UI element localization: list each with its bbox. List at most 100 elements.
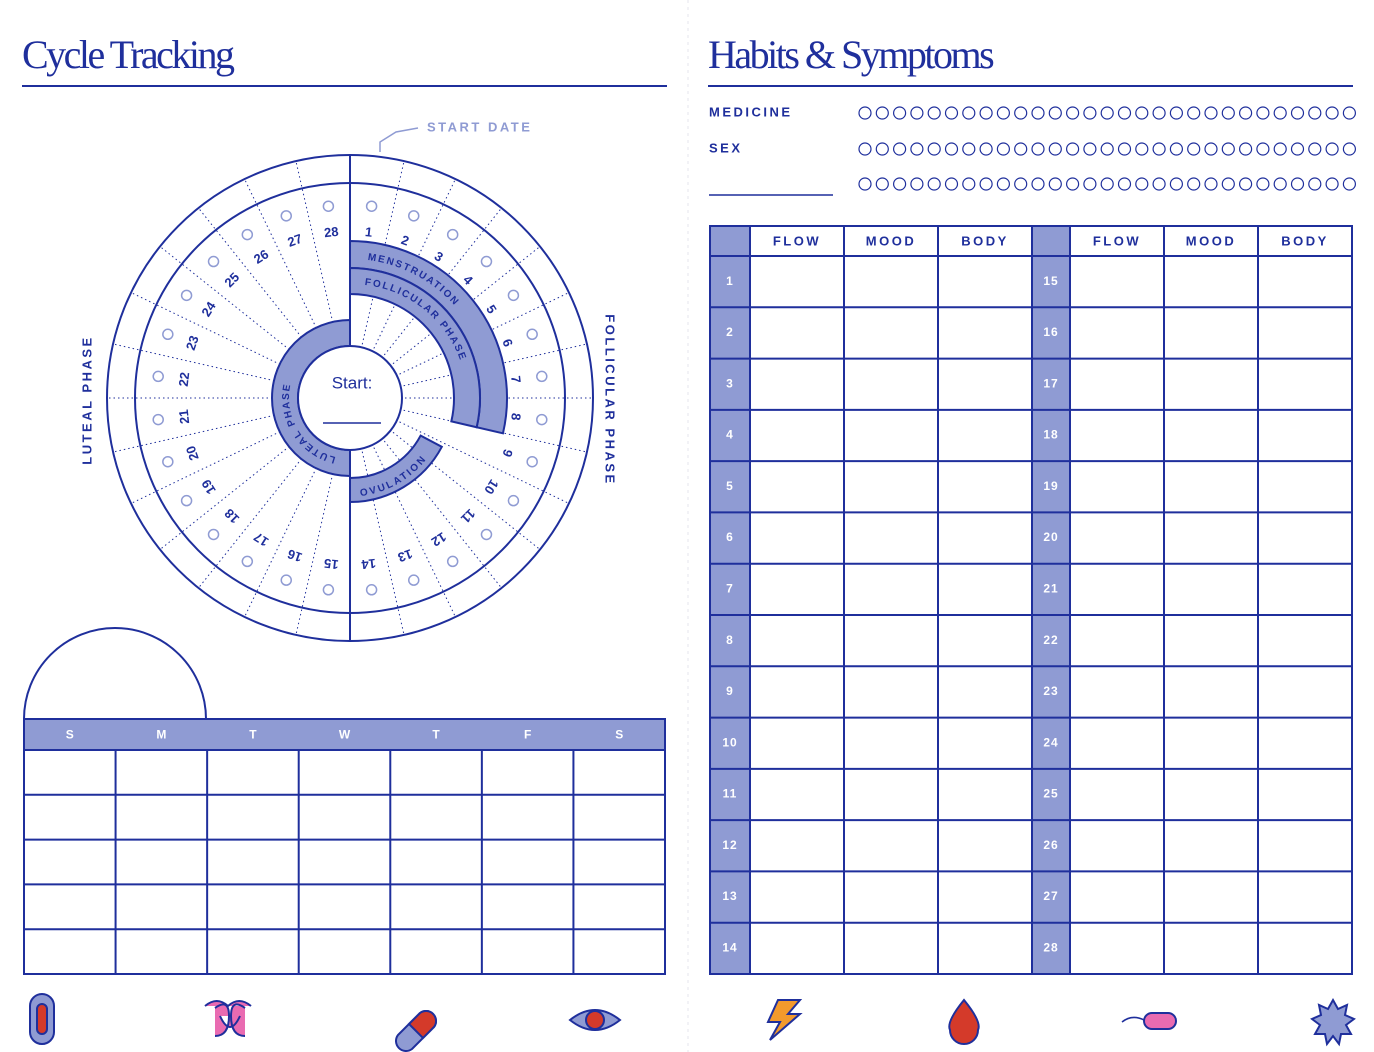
pill-icon [407,1010,437,1040]
day-number: 11 [458,506,478,526]
right-title: Habits & Symptoms [708,32,994,77]
day-number: 17 [251,529,271,549]
habit-checkbox [1014,177,1028,191]
habit-checkbox [1065,177,1080,191]
day-number: 23 [183,334,202,353]
cell-column [937,225,1033,975]
day-checkbox [536,413,548,426]
habit-label: SEX [709,140,743,155]
habit-checkbox [1290,177,1305,191]
habit-checkbox [1290,106,1305,120]
day-number: 18 [221,506,242,527]
habit-checkbox [1100,177,1114,191]
day-checkbox [365,200,378,212]
row-day: 9 [726,684,734,698]
habit-checkbox [1048,106,1062,120]
habit-checkbox [979,106,993,120]
weekday: S [66,728,74,742]
habit-checkbox [1204,106,1218,120]
habit-checkbox [1083,142,1097,156]
row-day: 6 [726,530,734,544]
day-checkbox [507,289,520,302]
day-checkbox [207,255,220,268]
tampon-icon [1121,1016,1145,1023]
column-header: MOOD [1186,233,1236,248]
icons [29,993,1356,1052]
habit-checkbox [1221,177,1235,191]
row-day: 15 [1043,274,1058,288]
uterus-icon [204,1000,252,1037]
habit-checkbox [1187,142,1201,156]
day-checkbox [162,328,174,341]
column-header: BODY [1281,233,1329,248]
pad-icon [36,1003,48,1035]
follicular-band [349,266,481,429]
habit-checkbox [1152,142,1166,156]
day-checkbox [365,584,378,596]
day-checkbox [446,555,459,568]
weekday: F [524,728,531,742]
habit-checkbox [1256,142,1270,156]
habit-checkbox [979,142,993,156]
row-day: 16 [1043,325,1058,339]
habit-checkbox [1117,106,1132,120]
habit-checkbox [1308,106,1322,120]
row-day: 8 [726,633,734,647]
row-day: 14 [722,941,737,955]
day-number: 9 [499,447,516,459]
habit-checkbox [1256,106,1270,120]
day-checkbox [480,255,493,268]
row-day: 27 [1043,889,1058,903]
day-number: 3 [432,248,446,265]
habit-checkbox [927,106,941,120]
day-checkbox [526,455,538,468]
habit-checkbox [1325,106,1339,120]
calendar-header [23,718,666,751]
day-number: 1 [364,224,373,240]
row-day: 23 [1043,684,1058,698]
row-day: 2 [726,325,734,339]
row-day: 21 [1043,582,1058,596]
habit-checkbox [1221,106,1235,120]
habit-checkbox [1065,142,1080,156]
habit-checkbox [1169,142,1184,156]
start-label: Start: [332,373,373,392]
day-number: 5 [483,302,500,316]
day-number: 13 [396,546,415,565]
habit-checkbox [1169,177,1184,191]
habit-checkbox [1325,142,1339,156]
habit-checkbox [962,142,976,156]
habit-checkbox [1204,142,1218,156]
day-checkbox [526,328,538,341]
day-checkbox [322,200,335,212]
habit-checkbox [962,106,976,120]
habit-checkbox [910,177,924,191]
cell-column [1069,225,1165,975]
day-number: 15 [323,556,339,573]
habit-checkbox [1135,177,1149,191]
habit-checkbox [1169,106,1184,120]
day-checkbox [407,574,420,586]
weekday: T [432,728,440,742]
habit-checkbox [1290,142,1305,156]
habit-label: MEDICINE [709,104,793,119]
day-number: 20 [183,444,202,463]
habit-checkbox [1031,106,1045,120]
habit-checkbox [1342,106,1357,120]
habit-checkbox [1083,177,1097,191]
habit-checkbox [996,177,1011,191]
habit-checkbox [1238,106,1253,120]
day-number: 4 [460,272,476,288]
day-checkbox [536,370,548,383]
day-checkbox [241,555,254,568]
tampon-icon [1143,1012,1177,1030]
habit-checkbox [979,177,993,191]
left-title: Cycle Tracking [22,32,235,77]
row-day: 19 [1043,479,1058,493]
cell-column [749,225,845,975]
habit-checkbox [1135,106,1149,120]
habit-checkbox [1152,106,1166,120]
day-number: 12 [429,529,449,549]
habit-checkbox [875,177,889,191]
